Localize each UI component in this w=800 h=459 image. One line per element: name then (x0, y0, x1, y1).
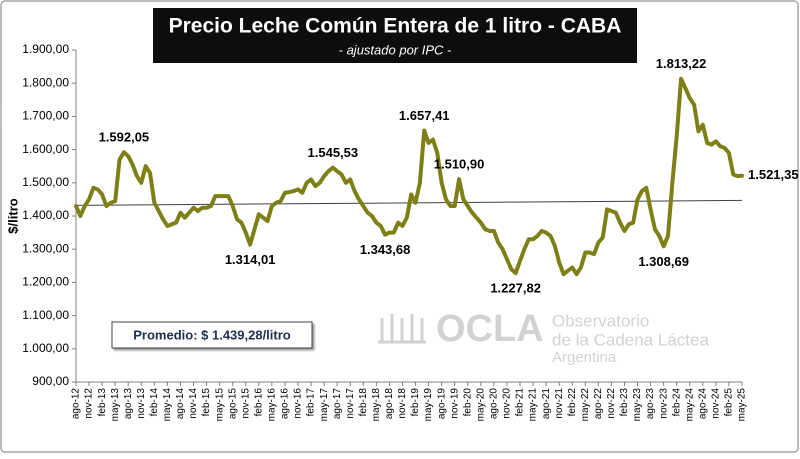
x-tick-label: may-19 (423, 388, 434, 422)
logo-icon (378, 314, 426, 344)
data-label: 1.314,01 (225, 252, 276, 267)
x-tick-label: may-21 (528, 388, 539, 422)
x-tick-label: may-24 (684, 388, 695, 422)
x-tick-label: feb-17 (306, 388, 317, 417)
title-box (153, 8, 637, 63)
average-box (111, 321, 313, 349)
x-tick-label: ago-13 (123, 388, 134, 420)
x-tick-label: may-15 (214, 388, 225, 422)
x-tick-label: nov-16 (293, 388, 304, 419)
x-tick-label: nov-24 (711, 388, 722, 419)
x-tick-label: nov-21 (554, 388, 565, 419)
x-tick-label: feb-23 (619, 388, 630, 417)
price-line (74, 76, 744, 277)
x-tick-label: ago-24 (697, 388, 708, 420)
y-tick-label: 1.700,00 (22, 109, 69, 123)
x-tick-label: may-25 (737, 388, 748, 422)
y-tick-label: 1.100,00 (22, 308, 69, 322)
data-label: 1.343,68 (360, 242, 411, 257)
chart-title: Precio Leche Común Entera de 1 litro - C… (169, 15, 622, 38)
x-tick-label: nov-17 (345, 388, 356, 419)
x-tick-label: feb-16 (253, 388, 264, 417)
y-tick-label: 1.500,00 (22, 175, 69, 189)
x-tick-label: nov-20 (502, 388, 513, 419)
x-tick-label: may-13 (110, 388, 121, 422)
data-label: 1.227,82 (490, 281, 541, 296)
x-tick-label: ago-23 (645, 388, 656, 420)
x-tick-label: may-17 (319, 388, 330, 422)
y-tick-label: 1.400,00 (22, 208, 69, 222)
x-tick-label: nov-12 (84, 388, 95, 419)
x-tick-label: ago-12 (71, 388, 82, 420)
x-tick-label: ago-18 (384, 388, 395, 420)
x-tick-label: feb-13 (97, 388, 108, 417)
x-tick-label: feb-20 (462, 388, 473, 417)
x-tick-label: feb-22 (567, 388, 578, 417)
data-label: 1.521,35 (748, 167, 799, 182)
data-label: 1.813,22 (656, 56, 707, 71)
data-label: 1.657,41 (399, 108, 450, 123)
chart-subtitle: - ajustado por IPC - (339, 42, 452, 57)
x-tick-label: nov-22 (606, 388, 617, 419)
x-tick-label: ago-17 (332, 388, 343, 420)
y-tick-label: 1.300,00 (22, 241, 69, 255)
data-label: 1.545,53 (308, 145, 359, 160)
x-tick-label: feb-19 (410, 388, 421, 417)
y-tick-label: 1.900,00 (22, 42, 69, 56)
x-tick-label: nov-13 (136, 388, 147, 419)
x-tick-label: feb-25 (724, 388, 735, 417)
logo-name: OCLA (436, 308, 544, 350)
x-tick-label: ago-14 (175, 388, 186, 420)
x-tick-label: feb-18 (358, 388, 369, 417)
y-tick-label: 1.800,00 (22, 75, 69, 89)
x-tick-label: nov-14 (188, 388, 199, 419)
logo: OCLA Observatorio de la Cadena Láctea Ar… (378, 308, 709, 366)
logo-line: de la Cadena Láctea (552, 330, 709, 349)
x-tick-label: ago-21 (541, 388, 552, 420)
y-tick-label: 1.600,00 (22, 142, 69, 156)
logo-line: Observatorio (552, 311, 649, 330)
data-label: 1.592,05 (99, 130, 150, 145)
y-tick-label: 900,00 (32, 374, 69, 388)
x-tick-label: ago-20 (489, 388, 500, 420)
y-axis-title: $/litro (5, 198, 20, 233)
x-tick-label: may-14 (162, 388, 173, 422)
data-label: 1.510,90 (434, 157, 485, 172)
x-tick-label: feb-15 (201, 388, 212, 417)
x-tick-label: ago-22 (593, 388, 604, 420)
x-tick-label: may-18 (371, 388, 382, 422)
x-tick-label: feb-24 (671, 388, 682, 417)
y-tick-label: 1.200,00 (22, 275, 69, 289)
x-tick-label: ago-16 (280, 388, 291, 420)
x-tick-label: nov-15 (240, 388, 251, 419)
logo-line: Argentina (552, 349, 617, 366)
x-tick-label: feb-14 (149, 388, 160, 417)
x-tick-label: nov-18 (397, 388, 408, 419)
x-tick-label: nov-19 (449, 388, 460, 419)
x-tick-label: may-16 (267, 388, 278, 422)
x-tick-label: ago-15 (227, 388, 238, 420)
x-tick-label: feb-21 (515, 388, 526, 417)
x-tick-label: nov-23 (658, 388, 669, 419)
x-tick-label: may-22 (580, 388, 591, 422)
x-tick-label: may-20 (475, 388, 486, 422)
y-tick-label: 1.000,00 (22, 341, 69, 355)
average-label: Promedio: $ 1.439,28/litro (133, 327, 291, 342)
x-tick-label: may-23 (632, 388, 643, 422)
data-label: 1.308,69 (638, 254, 689, 269)
x-tick-label: ago-19 (436, 388, 447, 420)
